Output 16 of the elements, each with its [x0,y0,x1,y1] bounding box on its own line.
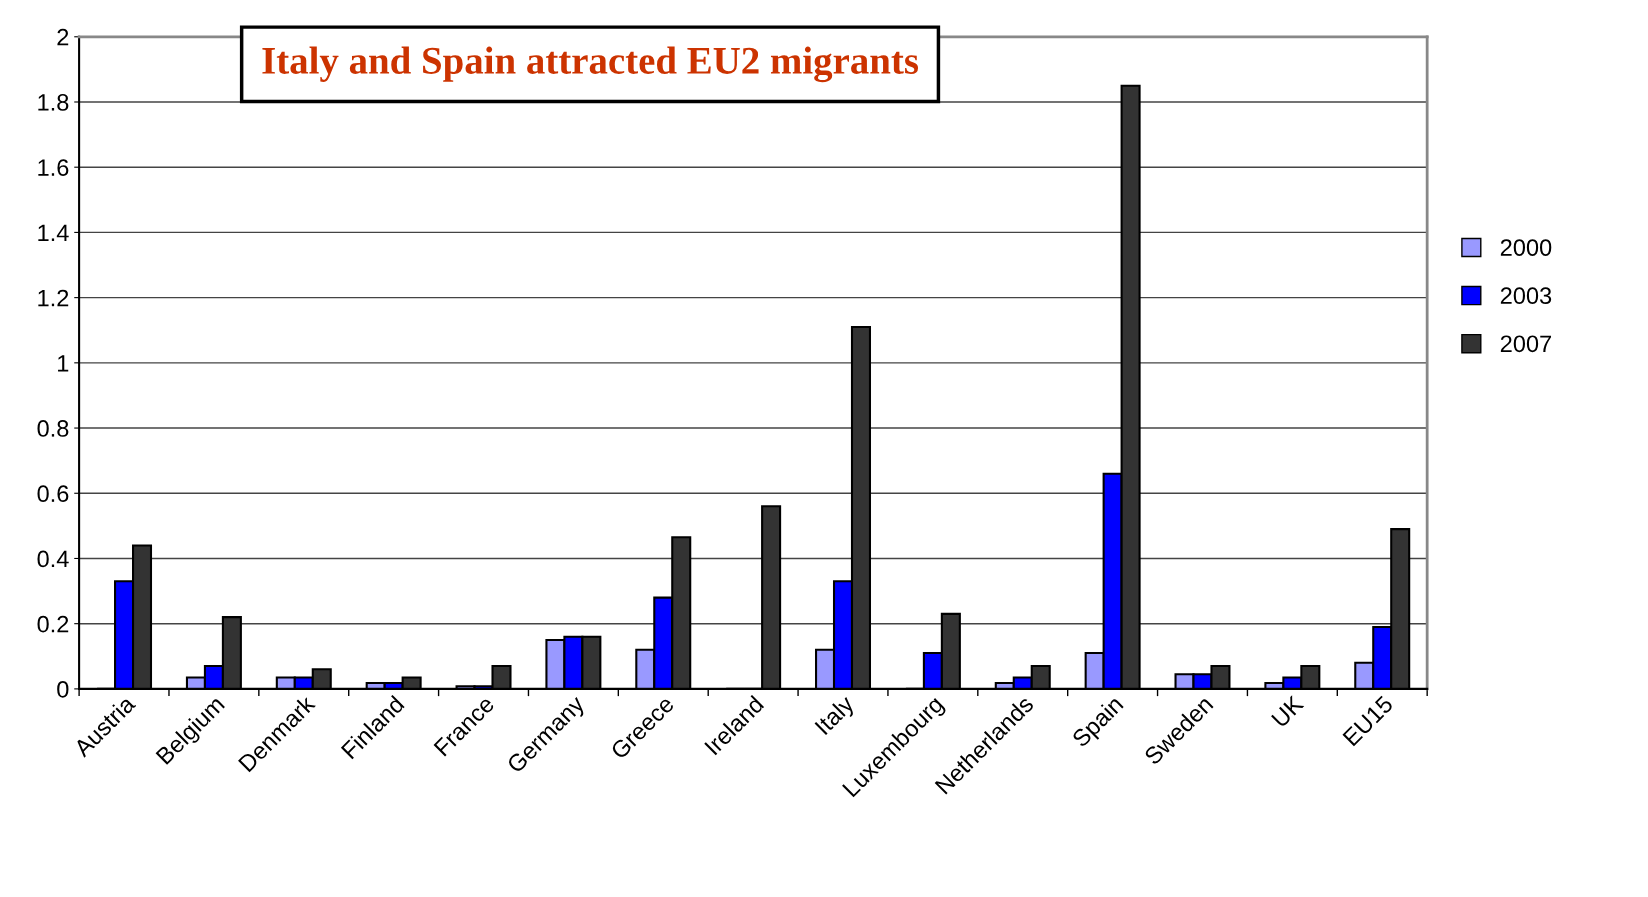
y-tick-label: 1.6 [38,159,69,176]
annotation: Italy and Spain attracted EU2 migrants [262,46,919,83]
x-tick-label: UK [1271,694,1305,728]
y-tick-label: 0.8 [37,420,69,437]
y-tick-label: 1.8 [38,94,69,111]
y-tick-label: 0.4 [37,550,69,568]
y-tick-label: 1.2 [38,289,69,307]
y-tick-label: 0 [57,680,69,698]
y-tick-label: 0.2 [37,615,69,633]
y-tick-label: 1.4 [38,224,69,241]
y-tick-label: 1 [58,355,69,372]
y-tick-label: 0.6 [37,485,69,503]
legend-label: 2007 [1500,335,1552,353]
y-tick-label: 2 [57,28,69,46]
legend-label: 2003 [1500,287,1552,305]
legend-label: 2000 [1500,239,1552,256]
